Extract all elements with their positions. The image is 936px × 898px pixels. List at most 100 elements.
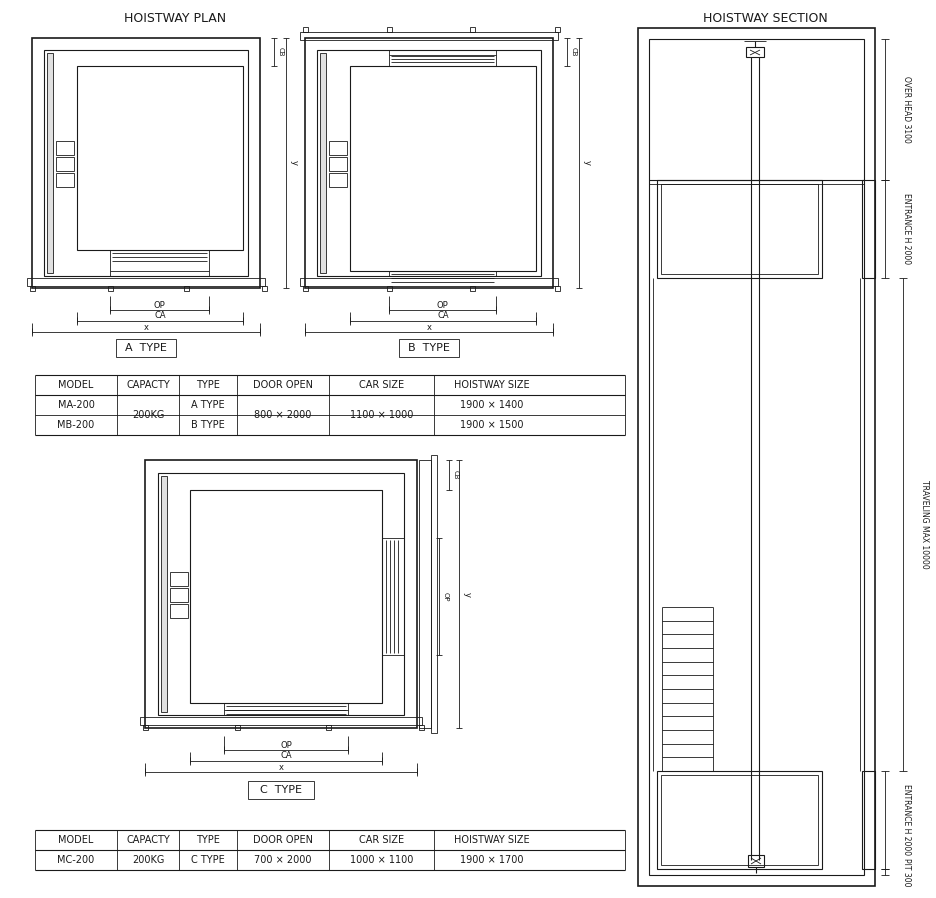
Bar: [56, 141, 74, 155]
Bar: [56, 173, 74, 187]
Text: HOISTWAY SIZE: HOISTWAY SIZE: [454, 835, 530, 845]
Text: C  TYPE: C TYPE: [260, 785, 302, 795]
Bar: [140, 717, 422, 725]
Text: OP: OP: [154, 301, 166, 310]
Text: CA: CA: [280, 752, 292, 761]
Bar: [108, 286, 113, 291]
Text: 1100 × 1000: 1100 × 1000: [350, 410, 413, 420]
Text: TYPE: TYPE: [196, 380, 220, 390]
Text: MODEL: MODEL: [58, 380, 94, 390]
Bar: [748, 855, 764, 867]
Bar: [303, 27, 308, 32]
Bar: [170, 604, 188, 618]
Bar: [657, 180, 822, 278]
Text: OP: OP: [443, 592, 449, 602]
Bar: [657, 771, 822, 869]
Bar: [862, 180, 875, 278]
Bar: [555, 27, 560, 32]
Text: x: x: [427, 322, 431, 331]
Bar: [649, 39, 864, 875]
Text: 1000 × 1100: 1000 × 1100: [350, 855, 413, 865]
Bar: [300, 32, 558, 40]
Text: OVER HEAD 3100: OVER HEAD 3100: [902, 76, 912, 143]
Text: OP: OP: [280, 741, 292, 750]
Bar: [431, 455, 437, 733]
Text: MC-200: MC-200: [57, 855, 95, 865]
Bar: [300, 278, 558, 286]
Text: HOISTWAY SECTION: HOISTWAY SECTION: [703, 12, 827, 24]
Text: x: x: [279, 762, 284, 771]
Text: TRAVELING MAX 10000: TRAVELING MAX 10000: [920, 480, 929, 568]
Bar: [44, 50, 248, 276]
Text: DOOR OPEN: DOOR OPEN: [253, 835, 313, 845]
Bar: [387, 286, 392, 291]
Bar: [317, 50, 541, 276]
Text: ENTRANCE H 2000: ENTRANCE H 2000: [902, 193, 912, 265]
Text: 1900 × 1700: 1900 × 1700: [460, 855, 523, 865]
Bar: [862, 771, 875, 869]
Bar: [47, 53, 53, 273]
Bar: [326, 725, 331, 730]
Bar: [184, 286, 189, 291]
Bar: [329, 141, 347, 155]
Bar: [190, 490, 382, 703]
Bar: [305, 38, 553, 288]
Text: 700 × 2000: 700 × 2000: [255, 855, 312, 865]
Bar: [143, 725, 148, 730]
Text: MB-200: MB-200: [57, 420, 95, 430]
Text: OP: OP: [436, 301, 448, 310]
Text: CAPACTY: CAPACTY: [126, 380, 169, 390]
Bar: [329, 157, 347, 171]
Bar: [56, 157, 74, 171]
Bar: [30, 286, 35, 291]
Bar: [329, 173, 347, 187]
Text: TYPE: TYPE: [196, 835, 220, 845]
Bar: [158, 473, 404, 715]
Bar: [661, 184, 818, 274]
Bar: [555, 286, 560, 291]
Bar: [661, 775, 818, 865]
Bar: [746, 47, 764, 57]
Text: A  TYPE: A TYPE: [125, 343, 167, 353]
Text: CA: CA: [154, 312, 166, 321]
Text: y: y: [462, 592, 472, 596]
Text: B TYPE: B TYPE: [191, 420, 225, 430]
Text: MA-200: MA-200: [57, 400, 95, 410]
Bar: [470, 286, 475, 291]
Text: CAPACTY: CAPACTY: [126, 835, 169, 845]
Bar: [419, 725, 424, 730]
Text: ENTRANCE H 2000: ENTRANCE H 2000: [902, 785, 912, 856]
Bar: [262, 286, 267, 291]
Text: CB: CB: [278, 48, 284, 57]
Text: 200KG: 200KG: [132, 410, 164, 420]
Text: HOISTWAY SIZE: HOISTWAY SIZE: [454, 380, 530, 390]
Text: 200KG: 200KG: [132, 855, 164, 865]
Text: 1900 × 1500: 1900 × 1500: [460, 420, 523, 430]
Text: x: x: [143, 322, 149, 331]
Text: CA: CA: [437, 312, 449, 321]
Text: 800 × 2000: 800 × 2000: [255, 410, 312, 420]
Text: y: y: [582, 161, 592, 165]
Text: 1900 × 1400: 1900 × 1400: [460, 400, 523, 410]
Bar: [235, 725, 240, 730]
Bar: [387, 27, 392, 32]
Bar: [399, 339, 459, 357]
Text: PIT 300: PIT 300: [902, 858, 912, 886]
Bar: [170, 572, 188, 586]
Bar: [116, 339, 176, 357]
Text: MODEL: MODEL: [58, 835, 94, 845]
Bar: [248, 781, 314, 799]
Text: B  TYPE: B TYPE: [408, 343, 450, 353]
Bar: [161, 476, 167, 712]
Bar: [27, 278, 265, 286]
Text: CAR SIZE: CAR SIZE: [358, 835, 404, 845]
Text: DOOR OPEN: DOOR OPEN: [253, 380, 313, 390]
Bar: [638, 28, 875, 886]
Bar: [470, 27, 475, 32]
Bar: [350, 66, 536, 271]
Text: A TYPE: A TYPE: [191, 400, 225, 410]
Bar: [419, 460, 431, 728]
Text: CB: CB: [571, 48, 577, 57]
Text: C TYPE: C TYPE: [191, 855, 225, 865]
Text: CAR SIZE: CAR SIZE: [358, 380, 404, 390]
